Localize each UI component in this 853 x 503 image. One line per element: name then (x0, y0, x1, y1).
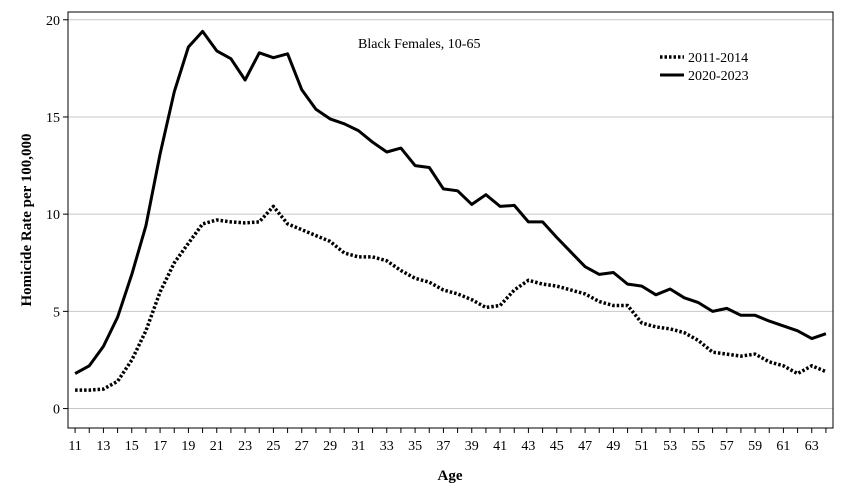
y-axis-ticks: 0 5 10 15 20 (46, 14, 68, 418)
x-tick-label: 27 (295, 439, 309, 454)
y-tick-label: 0 (53, 403, 60, 418)
gridlines (68, 19, 833, 410)
x-tick-label: 49 (606, 439, 620, 454)
legend-label-series-2: 2020-2023 (688, 69, 749, 84)
y-tick-label: 15 (46, 111, 60, 126)
legend: 2011-2014 2020-2023 (660, 51, 749, 84)
chart-title: Black Females, 10-65 (358, 37, 480, 52)
x-tick-label: 33 (380, 439, 394, 454)
x-tick-label: 23 (238, 439, 252, 454)
x-tick-label: 63 (805, 439, 819, 454)
x-tick-label: 55 (691, 439, 705, 454)
x-tick-label: 35 (408, 439, 422, 454)
x-tick-label: 47 (578, 439, 592, 454)
y-tick-label: 10 (46, 208, 60, 223)
x-tick-label: 51 (635, 439, 649, 454)
x-tick-label: 45 (550, 439, 564, 454)
x-tick-label: 15 (125, 439, 139, 454)
x-tick-label: 43 (521, 439, 535, 454)
x-tick-label: 57 (720, 439, 734, 454)
x-tick-label: 11 (68, 439, 81, 454)
x-tick-label: 19 (181, 439, 195, 454)
x-tick-label: 61 (776, 439, 790, 454)
x-tick-label: 53 (663, 439, 677, 454)
y-tick-label: 5 (53, 305, 60, 320)
series-line-1 (75, 204, 827, 392)
x-tick-label: 13 (96, 439, 110, 454)
x-tick-label: 31 (351, 439, 365, 454)
x-tick-label: 21 (210, 439, 224, 454)
x-axis-title: Age (438, 468, 463, 484)
x-tick-label: 29 (323, 439, 337, 454)
x-tick-label: 59 (748, 439, 762, 454)
x-tick-label: 17 (153, 439, 167, 454)
plot-frame (67, 11, 834, 429)
y-tick-label: 20 (46, 14, 60, 29)
x-tick-label: 39 (465, 439, 479, 454)
y-axis-title: Homicide Rate per 100,000 (19, 133, 35, 306)
x-tick-label: 37 (436, 439, 450, 454)
x-tick-label: 41 (493, 439, 507, 454)
legend-label-series-1: 2011-2014 (688, 51, 748, 66)
x-tick-label: 25 (266, 439, 280, 454)
series-line-2 (74, 29, 827, 375)
x-axis-ticks: 11 13 15 17 19 21 23 25 27 29 31 33 35 37 39 41 43 45 47 49… (68, 428, 827, 454)
series-lines (74, 29, 827, 392)
